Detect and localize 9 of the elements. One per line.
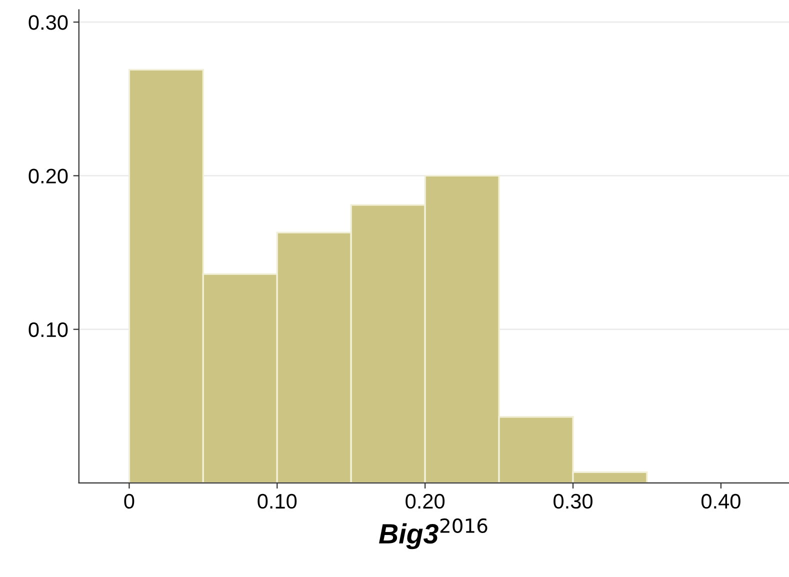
x-tick-label: 0.30	[554, 494, 592, 509]
x-axis-title: Big3$^{2016}$	[379, 518, 488, 550]
x-tick-label: 0	[124, 494, 134, 509]
x-tick-label: 0.20	[406, 494, 445, 509]
y-tick-label: 0.30	[28, 15, 68, 30]
x-tick-label: 0.10	[258, 494, 297, 509]
y-tick-label: 0.20	[28, 168, 68, 184]
y-tick-label: 0.10	[28, 322, 68, 338]
x-tick-label: 0.40	[701, 494, 740, 509]
